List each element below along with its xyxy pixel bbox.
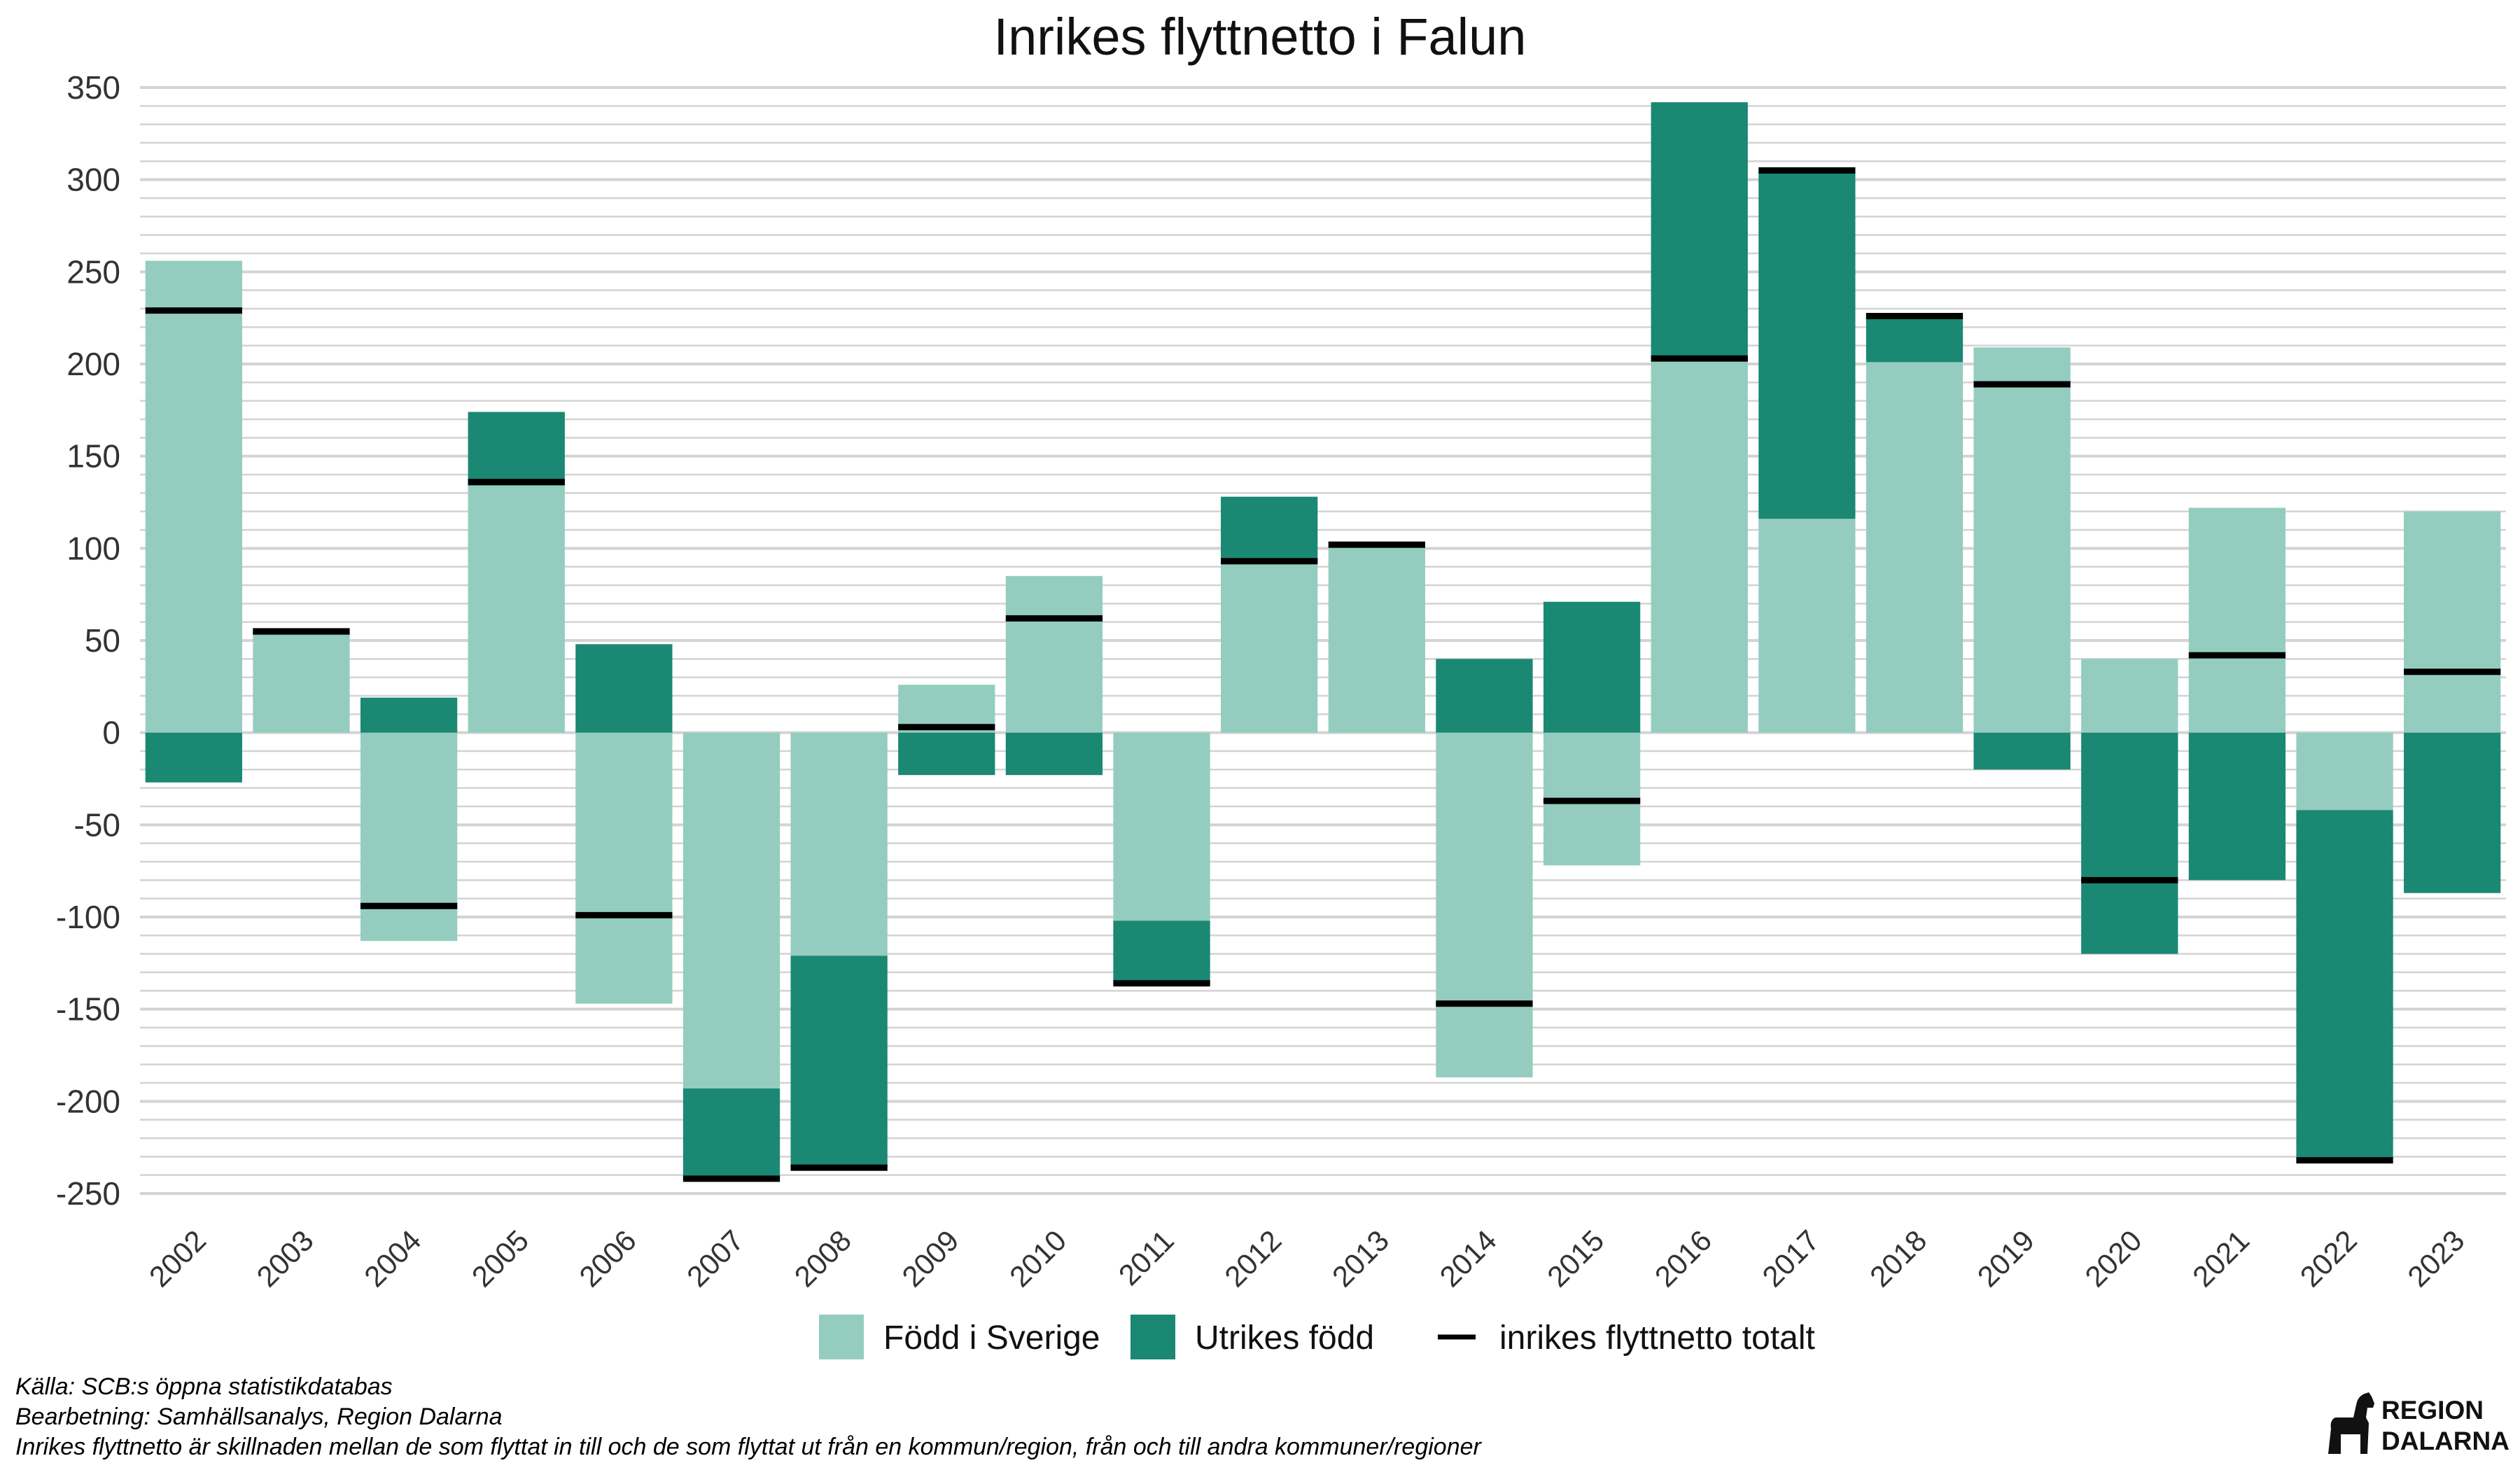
- y-tick-label: -200: [56, 1083, 120, 1119]
- processing-caption: Bearbetning: Samhällsanalys, Region Dala…: [15, 1404, 503, 1430]
- bar-utrikes-fodd-2019: [1973, 732, 2071, 770]
- x-tick-label: 2017: [1756, 1224, 1825, 1293]
- logo-text-region: REGION: [2381, 1396, 2484, 1424]
- source-caption: Källa: SCB:s öppna statistikdatabas: [15, 1373, 393, 1400]
- dala-horse-icon: [2328, 1392, 2374, 1454]
- bar-utrikes-fodd-2007: [682, 1088, 780, 1179]
- y-tick-label: 150: [66, 438, 120, 475]
- bar-utrikes-fodd-2015: [1543, 601, 1641, 733]
- y-tick-label: 200: [66, 346, 120, 382]
- logo-text-dalarna: DALARNA: [2381, 1427, 2510, 1455]
- bar-utrikes-fodd-2005: [468, 412, 565, 486]
- legend-fodd-i-sverige-swatch: [819, 1315, 864, 1359]
- region-dalarna-logo: REGION DALARNA: [2328, 1392, 2510, 1455]
- x-tick-label: 2005: [465, 1224, 535, 1293]
- x-tick-label: 2020: [2078, 1224, 2148, 1293]
- bar-utrikes-fodd-2023: [2404, 732, 2501, 893]
- y-tick-label: 250: [66, 253, 120, 290]
- y-tick-label: 50: [85, 622, 120, 659]
- bar-fodd-i-sverige-2016: [1651, 360, 1748, 733]
- bar-utrikes-fodd-2010: [1005, 732, 1103, 776]
- bar-fodd-i-sverige-2006: [575, 732, 673, 1004]
- bar-fodd-i-sverige-2004: [360, 732, 458, 941]
- bar-fodd-i-sverige-2023: [2404, 511, 2501, 733]
- x-tick-label: 2016: [1648, 1224, 1718, 1293]
- y-tick-label: 300: [66, 162, 120, 198]
- bar-utrikes-fodd-2008: [790, 955, 888, 1168]
- x-tick-label: 2004: [358, 1224, 427, 1293]
- bar-utrikes-fodd-2004: [360, 697, 458, 733]
- bar-fodd-i-sverige-2005: [468, 485, 565, 733]
- bar-fodd-i-sverige-2018: [1865, 362, 1963, 733]
- y-tick-label: 100: [66, 530, 120, 566]
- bars: [145, 102, 2501, 1179]
- bar-fodd-i-sverige-2022: [2296, 732, 2393, 811]
- x-tick-label: 2015: [1541, 1224, 1610, 1293]
- bar-utrikes-fodd-2022: [2296, 810, 2393, 1158]
- bar-utrikes-fodd-2009: [898, 732, 995, 776]
- y-tick-label: -50: [74, 806, 120, 843]
- x-tick-label: 2011: [1112, 1224, 1180, 1292]
- bar-utrikes-fodd-2017: [1758, 172, 1856, 519]
- y-axis: 350 300 250 200 150 100 50 0 -50 -100 -150 -200 -250: [56, 69, 120, 1212]
- x-tick-label: 2013: [1326, 1224, 1395, 1293]
- legend-utrikes-fodd: Utrikes född: [1130, 1315, 1374, 1359]
- bar-utrikes-fodd-2018: [1865, 318, 1963, 363]
- bar-fodd-i-sverige-2007: [682, 732, 780, 1088]
- x-axis: 2002 2003 2004 2005 2006 2007 2008 2009 2010 2011…: [143, 1224, 2471, 1293]
- bar-fodd-i-sverige-2017: [1758, 519, 1856, 733]
- legend-inrikes-flyttnetto-totalt: inrikes flyttnetto totalt: [1438, 1320, 1815, 1357]
- x-tick-label: 2012: [1218, 1224, 1287, 1293]
- legend-utrikes-fodd-swatch: [1130, 1315, 1175, 1359]
- bar-fodd-i-sverige-2002: [145, 260, 242, 733]
- bar-utrikes-fodd-2012: [1221, 496, 1318, 564]
- x-tick-label: 2008: [788, 1224, 858, 1293]
- y-tick-label: 0: [102, 715, 120, 751]
- chart-title: Inrikes flyttnetto i Falun: [994, 8, 1527, 66]
- bar-fodd-i-sverige-2021: [2188, 507, 2286, 733]
- x-tick-label: 2010: [1003, 1224, 1072, 1293]
- bar-fodd-i-sverige-2019: [1973, 347, 2071, 733]
- x-tick-label: 2018: [1863, 1224, 1933, 1293]
- bar-fodd-i-sverige-2003: [253, 635, 350, 733]
- legend-inrikes-flyttnetto-totalt-label: inrikes flyttnetto totalt: [1499, 1320, 1815, 1357]
- bar-fodd-i-sverige-2014: [1436, 732, 1533, 1078]
- bar-utrikes-fodd-2016: [1651, 102, 1748, 360]
- bar-fodd-i-sverige-2020: [2081, 659, 2178, 733]
- bar-fodd-i-sverige-2012: [1221, 563, 1318, 733]
- x-tick-label: 2023: [2401, 1224, 2470, 1293]
- bar-fodd-i-sverige-2011: [1113, 732, 1210, 921]
- legend-utrikes-fodd-label: Utrikes född: [1195, 1320, 1374, 1357]
- bar-fodd-i-sverige-2013: [1328, 546, 1425, 733]
- legend-fodd-i-sverige-label: Född i Sverige: [883, 1320, 1100, 1357]
- x-tick-label: 2019: [1971, 1224, 2040, 1293]
- y-tick-label: 350: [66, 69, 120, 106]
- bar-utrikes-fodd-2011: [1113, 920, 1210, 983]
- total-markers: [145, 167, 2501, 1182]
- bar-fodd-i-sverige-2010: [1005, 575, 1103, 733]
- x-tick-label: 2003: [251, 1224, 320, 1293]
- note-caption: Inrikes flyttnetto är skillnaden mellan …: [15, 1434, 1481, 1460]
- bar-utrikes-fodd-2020: [2081, 732, 2178, 954]
- bar-utrikes-fodd-2014: [1436, 659, 1533, 733]
- legend-fodd-i-sverige: Född i Sverige: [819, 1315, 1100, 1359]
- x-tick-label: 2002: [143, 1224, 212, 1293]
- y-tick-label: -150: [56, 991, 120, 1028]
- y-tick-label: -100: [56, 899, 120, 935]
- bar-utrikes-fodd-2006: [575, 644, 673, 733]
- bar-fodd-i-sverige-2008: [790, 732, 888, 956]
- x-tick-label: 2014: [1434, 1224, 1503, 1293]
- x-tick-label: 2007: [680, 1224, 750, 1293]
- legend: Född i Sverige Utrikes född inrikes flyttn…: [819, 1315, 1815, 1359]
- x-tick-label: 2022: [2294, 1224, 2363, 1293]
- x-tick-label: 2009: [895, 1224, 965, 1293]
- bar-utrikes-fodd-2002: [145, 732, 242, 783]
- y-tick-label: -250: [56, 1175, 120, 1212]
- x-tick-label: 2006: [573, 1224, 642, 1293]
- bar-utrikes-fodd-2021: [2188, 732, 2286, 881]
- x-tick-label: 2021: [2186, 1224, 2255, 1293]
